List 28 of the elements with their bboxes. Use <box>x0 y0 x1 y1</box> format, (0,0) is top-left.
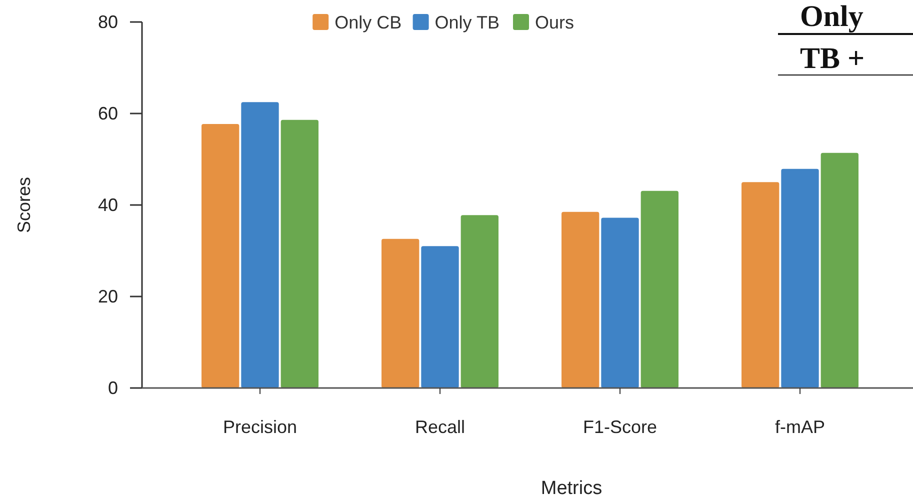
bar <box>640 190 678 388</box>
y-tick-label: 40 <box>98 194 118 215</box>
legend-label: Only CB <box>334 12 402 32</box>
bar <box>601 218 639 388</box>
x-axis-title: Metrics <box>540 478 602 499</box>
y-tick-label: 80 <box>98 12 118 32</box>
annotation: Only <box>800 0 864 33</box>
bar <box>280 120 318 388</box>
bar <box>562 212 600 388</box>
x-tick-label: F1-Score <box>582 416 658 437</box>
y-tick-label: 0 <box>108 378 118 398</box>
x-tick-label: f-mAP <box>774 416 826 437</box>
y-tick-label: 60 <box>98 103 118 124</box>
annotation: TB + <box>800 42 865 75</box>
x-tick-label: Recall <box>414 416 466 437</box>
x-tick-label: Precision <box>222 416 298 437</box>
bar <box>382 238 420 388</box>
y-tick-label: 20 <box>98 286 118 306</box>
bar <box>421 246 459 388</box>
legend-label: Only TB <box>434 12 500 32</box>
bar <box>742 182 780 388</box>
legend-label: Ours <box>535 12 574 32</box>
bar <box>460 215 498 388</box>
bar <box>781 168 819 388</box>
bar <box>241 102 279 388</box>
bar <box>820 152 858 388</box>
bar <box>202 124 240 388</box>
y-axis-title: Scores <box>14 176 34 234</box>
